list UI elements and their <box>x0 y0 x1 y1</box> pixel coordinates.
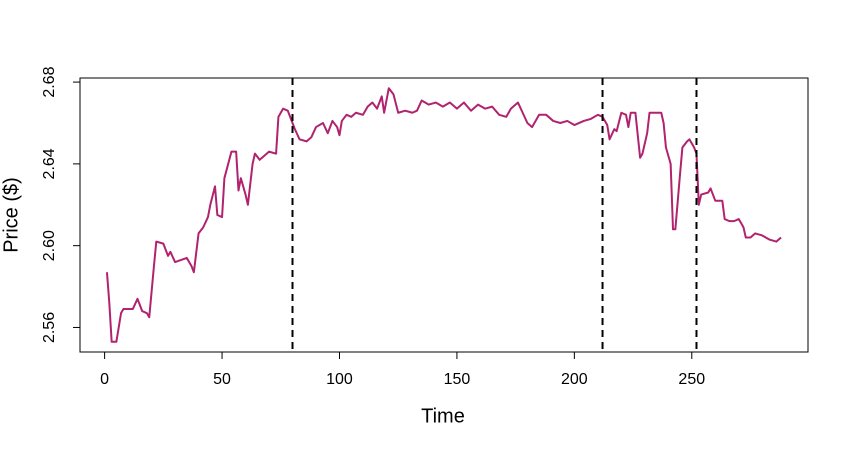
y-tick-label: 2.60 <box>41 230 58 261</box>
x-tick-label: 100 <box>326 371 353 388</box>
x-tick-label: 50 <box>213 371 231 388</box>
y-axis-label: Price ($) <box>0 177 22 253</box>
x-tick-label: 0 <box>100 371 109 388</box>
y-tick-label: 2.68 <box>41 66 58 97</box>
x-tick-label: 200 <box>561 371 588 388</box>
x-axis-label: Time <box>421 405 465 427</box>
plot-box <box>79 77 809 353</box>
x-tick-label: 150 <box>444 371 471 388</box>
y-tick-label: 2.56 <box>41 312 58 343</box>
price-line <box>105 87 782 343</box>
y-tick-label: 2.64 <box>41 148 58 179</box>
x-tick-label: 250 <box>678 371 705 388</box>
